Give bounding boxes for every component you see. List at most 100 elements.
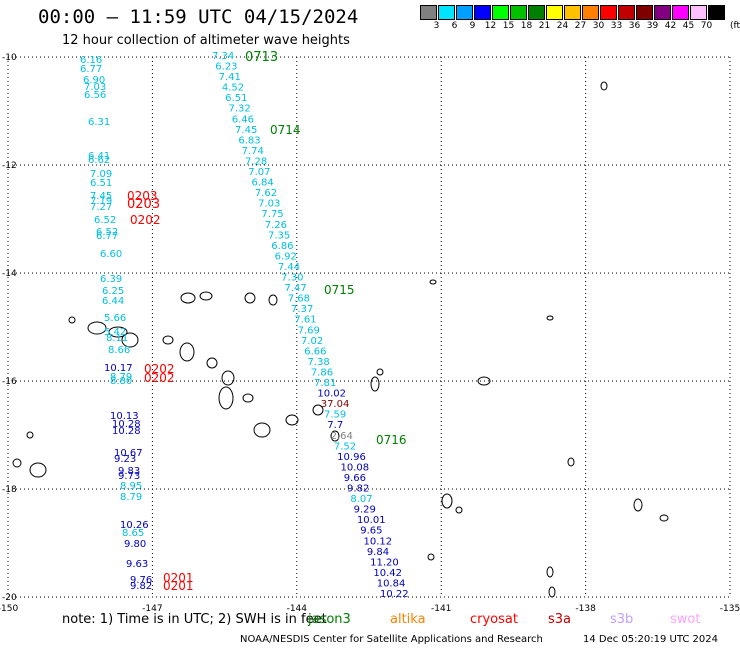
scale-label: 42 xyxy=(664,21,677,31)
wave-height-label: 7.68 xyxy=(288,294,310,305)
scale-swatch xyxy=(564,5,581,20)
wave-height-label: 10.08 xyxy=(340,462,369,473)
scale-label: 39 xyxy=(646,21,659,31)
wave-height-label: 6.62 xyxy=(88,155,110,166)
pass-time-label: 0715 xyxy=(324,283,355,297)
wave-height-label: 9.73 xyxy=(118,471,140,482)
wave-height-label: 7.26 xyxy=(265,220,287,231)
lat-tick-label: -10 xyxy=(2,53,17,63)
wave-height-label: 10.12 xyxy=(364,536,393,547)
wave-height-label: 5.66 xyxy=(104,313,126,324)
wave-height-label: 6.51 xyxy=(90,178,112,189)
island-outline xyxy=(87,321,107,335)
wave-height-labels: 6.166.776.907.036.566.316.416.627.096.51… xyxy=(80,50,409,600)
wave-height-label: 9.84 xyxy=(367,547,389,558)
scale-label: 12 xyxy=(484,21,497,31)
island-outline xyxy=(312,404,324,416)
wave-height-label: 10.96 xyxy=(337,452,366,463)
scale-swatch xyxy=(546,5,563,20)
island-outline xyxy=(12,458,22,468)
scale-swatch xyxy=(492,5,509,20)
island-outline xyxy=(268,294,278,306)
scale-label: 36 xyxy=(628,21,641,31)
wave-height-label: 7.62 xyxy=(255,188,277,199)
wave-height-label: 7.19 xyxy=(90,196,112,207)
wave-height-label: 7.28 xyxy=(245,156,267,167)
wave-height-label: 6.41 xyxy=(88,151,110,162)
scale-label: 18 xyxy=(520,21,533,31)
scale-swatch xyxy=(474,5,491,20)
map-title: 00:00 — 11:59 UTC 04/15/2024 xyxy=(38,6,359,28)
island-outline xyxy=(180,292,196,304)
scale-swatch xyxy=(510,5,527,20)
scale-swatch xyxy=(456,5,473,20)
wave-height-label: 9.76 xyxy=(130,575,152,586)
lat-tick-label: -18 xyxy=(2,485,17,495)
pass-time-label: 0203 xyxy=(127,197,160,212)
wave-height-label: 8.80 xyxy=(110,376,132,387)
island-outline xyxy=(218,386,234,410)
scale-label: 3 xyxy=(433,21,440,31)
island-outline xyxy=(659,514,669,522)
island-outline xyxy=(29,462,47,478)
wave-height-label: 6.39 xyxy=(100,274,122,285)
scale-label: 9 xyxy=(469,21,476,31)
wave-height-label: 7.38 xyxy=(308,357,330,368)
scale-swatch xyxy=(420,5,437,20)
island-outline xyxy=(285,414,299,426)
footer-note: note: 1) Time is in UTC; 2) SWH is in fe… xyxy=(62,612,327,627)
wave-height-label: 6.86 xyxy=(271,241,293,252)
scale-swatch xyxy=(582,5,599,20)
island-outline xyxy=(567,457,575,467)
wave-height-label: 9.83 xyxy=(118,466,140,477)
pass-time-label: 0202 xyxy=(144,371,175,385)
wave-height-label: 37.04 xyxy=(321,399,350,410)
pass-time-label: 0202 xyxy=(130,213,161,227)
wave-height-label: 7.27 xyxy=(90,202,112,213)
wave-height-label: 7.37 xyxy=(291,304,313,315)
scale-swatch xyxy=(618,5,635,20)
island-outline xyxy=(633,498,643,512)
wave-height-label: 6.84 xyxy=(252,178,274,189)
satellite-legend-item: altika xyxy=(390,612,426,627)
wave-height-label: 6.92 xyxy=(275,251,297,262)
lat-tick-label: -12 xyxy=(2,161,17,171)
wave-height-label: 10.17 xyxy=(104,363,133,374)
wave-height-label: 9.63 xyxy=(126,559,148,570)
lon-tick-label: -147 xyxy=(142,604,162,614)
wave-height-label: 7.30 xyxy=(281,273,303,284)
scale-swatch xyxy=(600,5,617,20)
wave-height-label: 6.25 xyxy=(102,286,124,297)
wave-height-label: 6.44 xyxy=(102,296,124,307)
wave-height-label: 9.65 xyxy=(360,526,382,537)
wave-height-label: 6.52 xyxy=(94,215,116,226)
scale-swatch xyxy=(438,5,455,20)
island-outline xyxy=(427,553,435,561)
island-outline xyxy=(477,376,491,386)
wave-height-label: 7.75 xyxy=(261,209,283,220)
scale-label: 45 xyxy=(682,21,695,31)
wave-height-label: 6.51 xyxy=(225,93,247,104)
island-outline xyxy=(244,292,256,304)
wave-height-label: 7.69 xyxy=(298,325,320,336)
island-outline xyxy=(68,316,76,324)
island-outline xyxy=(330,430,340,442)
wave-height-label: 8.66 xyxy=(108,345,130,356)
wave-height-label: 7.02 xyxy=(301,336,323,347)
lon-tick-label: -141 xyxy=(431,604,451,614)
wave-height-label: 7.86 xyxy=(311,367,333,378)
axis-labels: -10 -12 -14 -16 -18 -20-150 -147 -144 -141 -138 -1… xyxy=(0,53,740,614)
pass-time-label: 0714 xyxy=(270,123,301,137)
lat-tick-label: -20 xyxy=(2,593,17,603)
scale-label: 15 xyxy=(502,21,515,31)
wave-height-label: 8.95 xyxy=(120,481,142,492)
wave-height-label: 10.84 xyxy=(377,578,406,589)
island-outline xyxy=(206,357,218,369)
wave-height-label: 6.31 xyxy=(88,117,110,128)
satellite-legend-item: cryosat xyxy=(470,612,518,627)
scale-swatch xyxy=(708,5,725,20)
wave-height-label: 9.66 xyxy=(344,473,366,484)
wave-height-label: 6.83 xyxy=(238,135,260,146)
wave-height-label: 7.03 xyxy=(84,82,106,93)
island-outline xyxy=(441,493,453,509)
